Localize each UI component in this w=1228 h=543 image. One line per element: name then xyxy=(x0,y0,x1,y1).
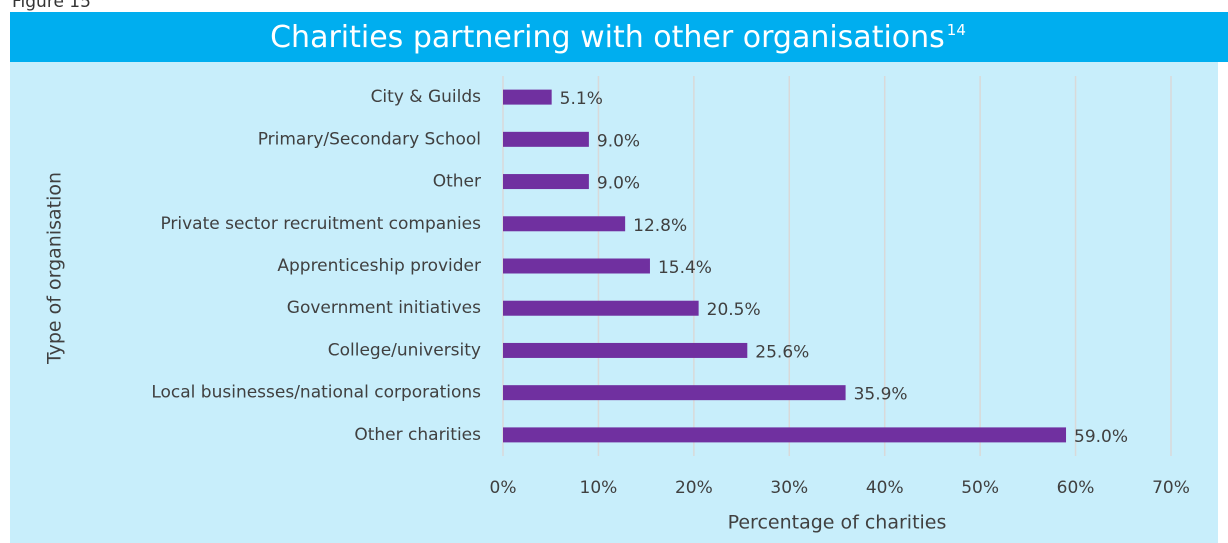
chart-title: Charities partnering with other organisa… xyxy=(270,20,945,55)
x-tick-label: 30% xyxy=(770,478,808,498)
title-band xyxy=(10,12,1228,62)
x-tick-label: 60% xyxy=(1057,478,1095,498)
x-axis-label: Percentage of charities xyxy=(728,512,947,534)
x-tick-label: 70% xyxy=(1152,478,1190,498)
bar xyxy=(503,300,699,316)
bar xyxy=(503,174,589,190)
chart-title-group: Charities partnering with other organisa… xyxy=(270,20,966,55)
x-tick-label: 10% xyxy=(580,478,618,498)
y-tick-label: Apprenticeship provider xyxy=(277,256,481,276)
bar xyxy=(503,385,846,401)
bar xyxy=(503,131,589,147)
value-label: 59.0% xyxy=(1074,427,1128,447)
value-label: 15.4% xyxy=(658,258,712,278)
value-label: 12.8% xyxy=(633,216,687,236)
y-tick-label: City & Guilds xyxy=(371,87,482,107)
value-label: 9.0% xyxy=(597,174,640,194)
value-label: 5.1% xyxy=(560,89,603,109)
bar xyxy=(503,216,626,232)
title-note: 14 xyxy=(947,21,966,39)
bar xyxy=(503,89,552,105)
y-tick-label: Primary/Secondary School xyxy=(258,129,481,149)
value-label: 9.0% xyxy=(597,131,640,151)
figure-label: Figure 15 xyxy=(12,0,91,12)
y-tick-label: Government initiatives xyxy=(287,298,481,318)
y-tick-label: Other xyxy=(433,172,481,192)
x-tick-label: 20% xyxy=(675,478,713,498)
x-tick-label: 0% xyxy=(490,478,517,498)
bar xyxy=(503,342,748,358)
y-tick-label: College/university xyxy=(328,340,481,360)
y-tick-label: Local businesses/national corporations xyxy=(151,383,481,403)
y-tick-label: Private sector recruitment companies xyxy=(160,214,481,234)
value-label: 25.6% xyxy=(755,342,809,362)
bar xyxy=(503,427,1067,443)
bar xyxy=(503,258,650,274)
y-tick-label: Other charities xyxy=(354,425,481,445)
value-label: 35.9% xyxy=(854,385,908,405)
y-axis-label: Type of organisation xyxy=(44,172,66,365)
x-tick-label: 50% xyxy=(961,478,999,498)
x-tick-label: 40% xyxy=(866,478,904,498)
value-label: 20.5% xyxy=(707,300,761,320)
